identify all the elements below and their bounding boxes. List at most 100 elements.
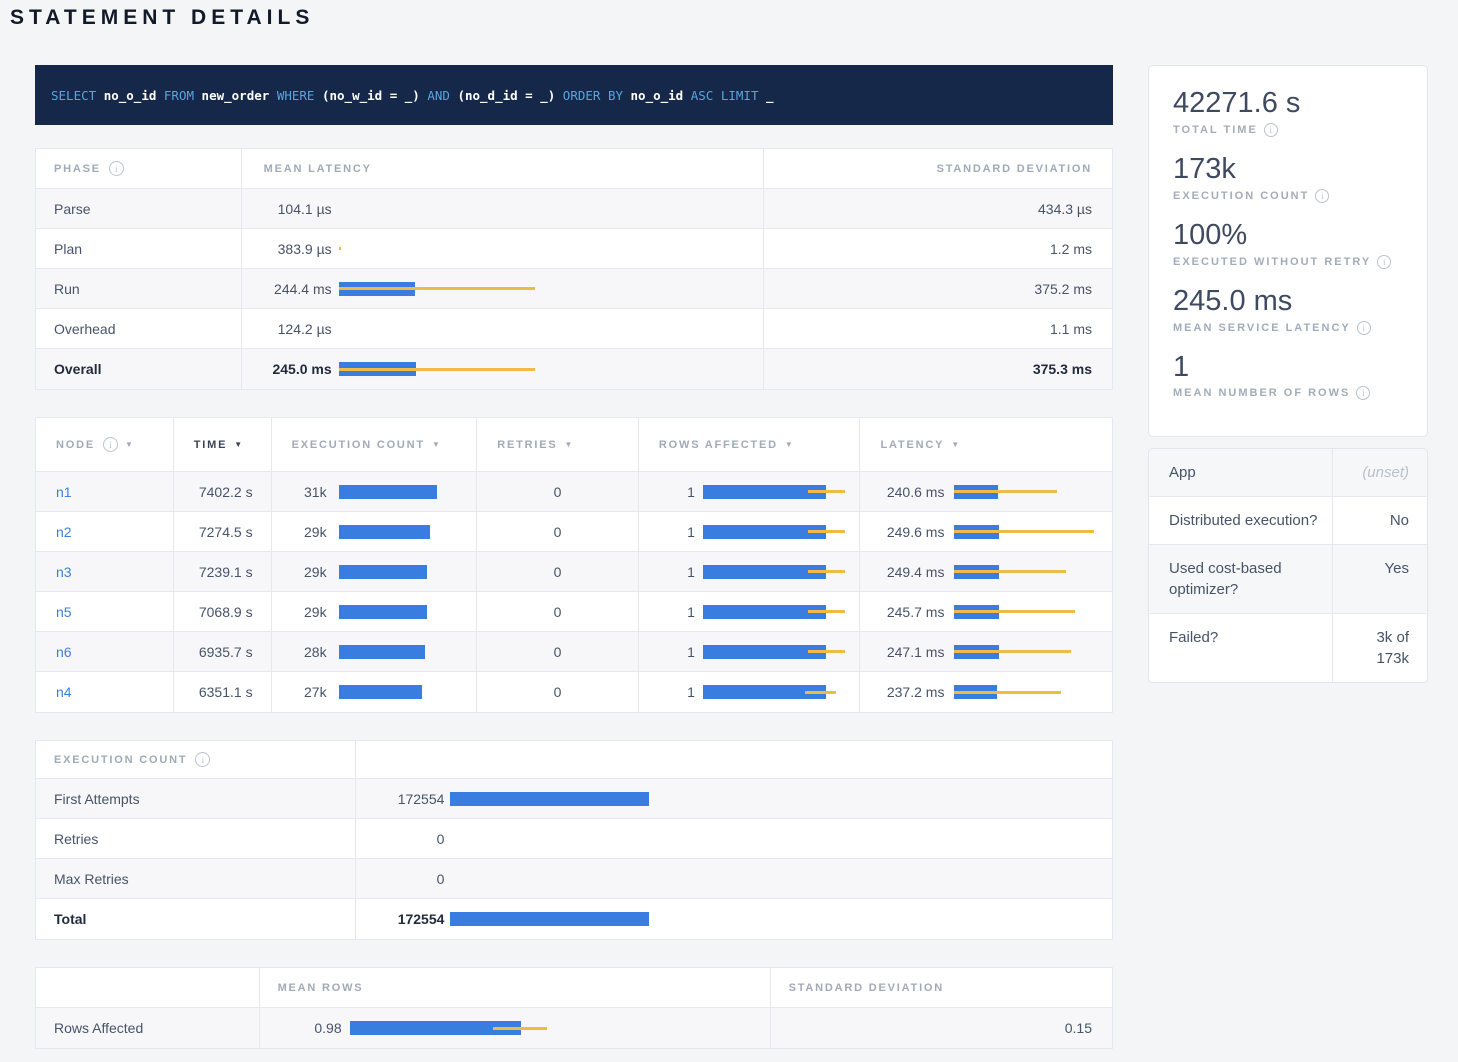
latency-value: 249.6 ms (860, 524, 944, 540)
stat-value: 173k (1173, 154, 1403, 186)
rows-affected-cell: 1 (638, 472, 860, 511)
execution-count-bar (339, 565, 437, 579)
retries-value: 0 (476, 472, 638, 511)
node-cell: n6 (36, 632, 173, 671)
table-row: First Attempts 172554 (36, 779, 1112, 819)
detail-row-cost-based-optimizer: Used cost-based optimizer? Yes (1149, 545, 1427, 614)
phase-label: Overall (36, 349, 241, 389)
rows-affected-cell: 1 (638, 672, 860, 712)
info-icon[interactable] (103, 437, 118, 452)
execution-count-cell: 27k (271, 672, 477, 712)
stat-label: MEAN NUMBER OF ROWS (1173, 386, 1403, 400)
node-link[interactable]: n2 (36, 524, 72, 540)
rows-affected-cell: 1 (638, 592, 860, 631)
info-icon[interactable] (1356, 386, 1370, 400)
latency-bar (339, 282, 535, 296)
sort-desc-icon[interactable] (432, 440, 440, 449)
info-icon[interactable] (195, 752, 210, 767)
latency-cell: 240.6 ms (859, 472, 1112, 511)
latency-bar (339, 242, 535, 256)
sort-desc-icon[interactable] (785, 440, 793, 449)
latency-bar (339, 322, 535, 336)
row-label: Rows Affected (36, 1008, 259, 1048)
stat-mean-service-latency: 245.0 ms MEAN SERVICE LATENCY (1173, 286, 1403, 335)
row-label: Total (36, 899, 355, 939)
latency-bar (954, 605, 1094, 619)
execution-count-value: 29k (272, 604, 327, 620)
latency-cell: 249.6 ms (859, 512, 1112, 551)
node-header-label: NODE (56, 439, 95, 451)
execution-count-bar (339, 525, 437, 539)
sort-desc-icon[interactable] (564, 440, 572, 449)
std-dev-value: 375.2 ms (763, 269, 1112, 308)
stat-label: EXECUTION COUNT (1173, 189, 1403, 203)
table-row: n2 7274.5 s 29k 0 1 249.6 ms (36, 512, 1112, 552)
stat-label-text: MEAN SERVICE LATENCY (1173, 322, 1351, 334)
latency-bar (954, 565, 1094, 579)
phase-header-cell: PHASE (36, 149, 241, 188)
time-header-cell[interactable]: TIME (173, 418, 271, 471)
execution-count-value: 29k (272, 564, 327, 580)
execution-count-header-cell[interactable]: EXECUTION COUNT (271, 418, 477, 471)
count-cell: 172554 (355, 899, 1112, 939)
execution-count-table: EXECUTION COUNT First Attempts 172554 Re… (35, 740, 1113, 940)
latency-cell: 237.2 ms (859, 672, 1112, 712)
info-icon[interactable] (1264, 123, 1278, 137)
time-value: 7274.5 s (173, 512, 271, 551)
node-header-cell[interactable]: NODE (36, 418, 173, 471)
phase-label: Overhead (36, 309, 241, 348)
info-icon[interactable] (1377, 255, 1391, 269)
stat-label-text: EXECUTED WITHOUT RETRY (1173, 256, 1371, 268)
latency-bar (954, 685, 1094, 699)
mean-latency-value: 245.0 ms (242, 361, 332, 377)
table-row: Max Retries 0 (36, 859, 1112, 899)
execution-count-cell: 28k (271, 632, 477, 671)
info-icon[interactable] (1357, 321, 1371, 335)
node-cell: n2 (36, 512, 173, 551)
table-row: n5 7068.9 s 29k 0 1 245.7 ms (36, 592, 1112, 632)
sort-desc-icon[interactable] (125, 440, 133, 449)
sort-desc-icon[interactable] (951, 440, 959, 449)
count-value: 0 (356, 871, 444, 887)
rows-affected-header-cell[interactable]: ROWS AFFECTED (638, 418, 860, 471)
mean-rows-bar (350, 1021, 547, 1035)
mean-latency-value: 383.9 µs (242, 241, 332, 257)
execution-count-cell: 31k (271, 472, 477, 511)
detail-value: (unset) (1333, 449, 1427, 496)
mean-rows-value: 0.98 (260, 1020, 342, 1036)
detail-row-app: App (unset) (1149, 449, 1427, 497)
phase-table: PHASE MEAN LATENCY STANDARD DEVIATION Pa… (35, 148, 1113, 390)
node-link[interactable]: n5 (36, 604, 72, 620)
detail-label: App (1149, 449, 1333, 496)
count-bar (450, 792, 649, 806)
rows-affected-value: 1 (639, 604, 695, 620)
std-dev-header-label: STANDARD DEVIATION (937, 163, 1092, 175)
execution-count-title: EXECUTION COUNT (54, 754, 187, 766)
rows-affected-value: 1 (639, 684, 695, 700)
latency-header-label: LATENCY (880, 439, 944, 451)
rows-affected-cell: 1 (638, 552, 860, 591)
node-link[interactable]: n6 (36, 644, 72, 660)
retries-value: 0 (476, 672, 638, 712)
node-link[interactable]: n3 (36, 564, 72, 580)
node-cell: n3 (36, 552, 173, 591)
sql-statement: SELECT no_o_id FROM new_order WHERE (no_… (51, 88, 774, 103)
latency-cell: 247.1 ms (859, 632, 1112, 671)
retries-header-cell[interactable]: RETRIES (476, 418, 638, 471)
execution-count-value: 31k (272, 484, 327, 500)
mean-latency-value: 104.1 µs (242, 201, 332, 217)
node-link[interactable]: n4 (36, 684, 72, 700)
std-dev-value: 375.3 ms (763, 349, 1112, 389)
latency-value: 249.4 ms (860, 564, 944, 580)
node-link[interactable]: n1 (36, 484, 72, 500)
sort-desc-icon[interactable] (234, 440, 242, 449)
time-value: 7239.1 s (173, 552, 271, 591)
node-cell: n5 (36, 592, 173, 631)
execution-count-title-cell: EXECUTION COUNT (36, 741, 355, 778)
info-icon[interactable] (1315, 189, 1329, 203)
mean-latency-cell: 383.9 µs (241, 229, 763, 268)
latency-header-cell[interactable]: LATENCY (859, 418, 1112, 471)
latency-cell: 245.7 ms (859, 592, 1112, 631)
mean-latency-value: 244.4 ms (242, 281, 332, 297)
info-icon[interactable] (109, 161, 124, 176)
